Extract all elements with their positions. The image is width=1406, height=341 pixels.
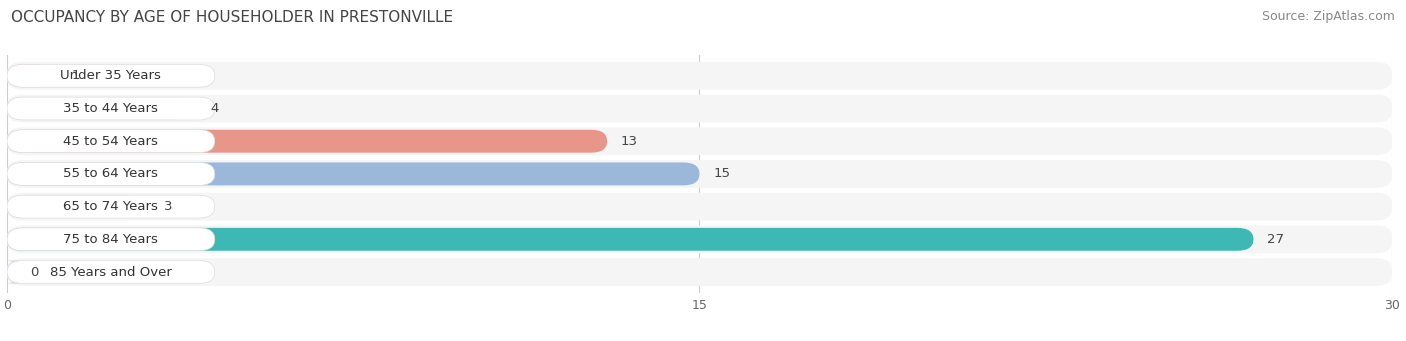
Text: OCCUPANCY BY AGE OF HOUSEHOLDER IN PRESTONVILLE: OCCUPANCY BY AGE OF HOUSEHOLDER IN PREST… [11,10,453,25]
FancyBboxPatch shape [7,64,53,87]
Text: 65 to 74 Years: 65 to 74 Years [63,200,159,213]
Text: 85 Years and Over: 85 Years and Over [51,266,172,279]
Text: 13: 13 [621,135,638,148]
FancyBboxPatch shape [7,94,1392,122]
FancyBboxPatch shape [7,64,215,87]
FancyBboxPatch shape [7,195,146,218]
Text: Source: ZipAtlas.com: Source: ZipAtlas.com [1261,10,1395,23]
FancyBboxPatch shape [7,130,607,153]
Text: 1: 1 [72,69,80,82]
FancyBboxPatch shape [7,195,215,218]
Text: 75 to 84 Years: 75 to 84 Years [63,233,159,246]
FancyBboxPatch shape [7,127,1392,155]
Text: 27: 27 [1267,233,1284,246]
FancyBboxPatch shape [7,228,1254,251]
Text: Under 35 Years: Under 35 Years [60,69,162,82]
Text: 55 to 64 Years: 55 to 64 Years [63,167,159,180]
FancyBboxPatch shape [4,261,22,283]
Text: 15: 15 [713,167,730,180]
FancyBboxPatch shape [7,193,1392,221]
Text: 3: 3 [165,200,173,213]
FancyBboxPatch shape [7,160,1392,188]
FancyBboxPatch shape [7,261,215,283]
FancyBboxPatch shape [7,130,215,153]
Text: 35 to 44 Years: 35 to 44 Years [63,102,159,115]
FancyBboxPatch shape [7,162,700,186]
Text: 4: 4 [209,102,218,115]
FancyBboxPatch shape [7,97,191,120]
FancyBboxPatch shape [7,228,215,251]
FancyBboxPatch shape [7,62,1392,90]
Text: 0: 0 [30,266,38,279]
Text: 45 to 54 Years: 45 to 54 Years [63,135,159,148]
FancyBboxPatch shape [7,258,1392,286]
FancyBboxPatch shape [7,225,1392,253]
FancyBboxPatch shape [7,97,215,120]
FancyBboxPatch shape [7,162,215,186]
